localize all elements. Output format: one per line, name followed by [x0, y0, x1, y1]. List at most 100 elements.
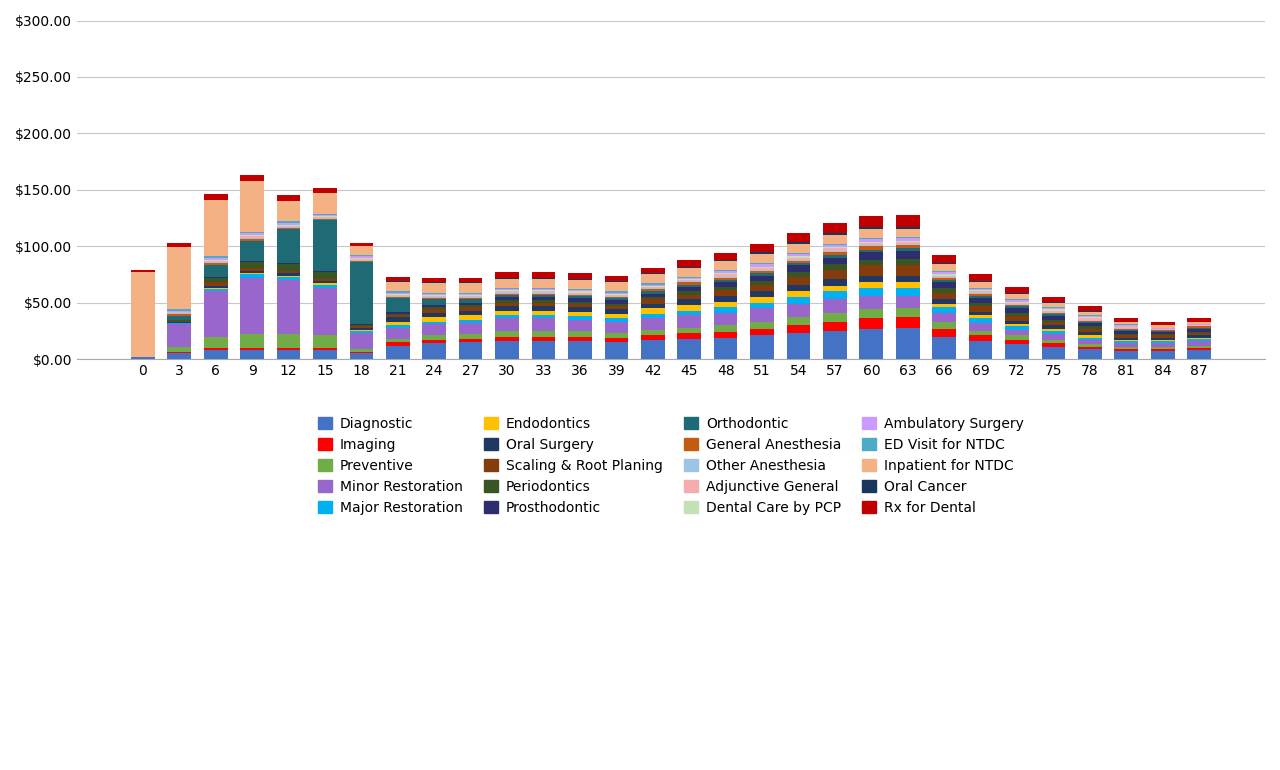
- Bar: [1188, 341, 1211, 346]
- Bar: [1078, 346, 1102, 349]
- Bar: [1042, 331, 1065, 334]
- Bar: [168, 314, 191, 316]
- Bar: [458, 315, 483, 320]
- Bar: [932, 288, 956, 293]
- Bar: [896, 266, 919, 276]
- Bar: [750, 263, 774, 264]
- Bar: [604, 300, 628, 304]
- Bar: [896, 317, 919, 327]
- Bar: [750, 285, 774, 291]
- Bar: [1188, 348, 1211, 350]
- Bar: [604, 338, 628, 342]
- Bar: [314, 193, 337, 213]
- Bar: [241, 350, 264, 359]
- Bar: [241, 334, 264, 348]
- Bar: [823, 322, 847, 331]
- Bar: [495, 315, 518, 319]
- Bar: [823, 331, 847, 359]
- Bar: [204, 288, 228, 289]
- Bar: [1078, 349, 1102, 359]
- Bar: [241, 232, 264, 233]
- Bar: [677, 305, 701, 310]
- Bar: [1078, 319, 1102, 320]
- Bar: [387, 342, 410, 346]
- Bar: [787, 266, 810, 273]
- Bar: [823, 245, 847, 247]
- Bar: [932, 300, 956, 304]
- Bar: [604, 276, 628, 281]
- Bar: [969, 331, 992, 336]
- Bar: [677, 278, 701, 279]
- Bar: [677, 266, 701, 268]
- Bar: [349, 330, 374, 331]
- Bar: [1078, 322, 1102, 323]
- Bar: [349, 331, 374, 333]
- Bar: [314, 285, 337, 288]
- Bar: [932, 278, 956, 280]
- Bar: [932, 322, 956, 329]
- Bar: [641, 308, 664, 314]
- Bar: [1042, 346, 1065, 359]
- Bar: [568, 316, 591, 320]
- Bar: [677, 281, 701, 283]
- Bar: [859, 227, 883, 229]
- Bar: [677, 327, 701, 333]
- Bar: [568, 320, 591, 331]
- Bar: [896, 237, 919, 239]
- Bar: [276, 334, 301, 348]
- Bar: [750, 268, 774, 270]
- Bar: [1005, 340, 1029, 344]
- Bar: [1115, 334, 1138, 336]
- Bar: [276, 225, 301, 226]
- Bar: [1188, 327, 1211, 329]
- Bar: [1115, 324, 1138, 325]
- Bar: [204, 350, 228, 359]
- Bar: [168, 313, 191, 314]
- Bar: [1151, 329, 1175, 330]
- Bar: [714, 307, 737, 313]
- Bar: [823, 279, 847, 286]
- Bar: [314, 281, 337, 283]
- Bar: [314, 288, 337, 336]
- Bar: [531, 341, 556, 359]
- Bar: [495, 293, 518, 295]
- Bar: [387, 281, 410, 283]
- Bar: [1188, 338, 1211, 339]
- Bar: [204, 261, 228, 262]
- Bar: [787, 263, 810, 266]
- Bar: [422, 336, 445, 340]
- Bar: [1005, 287, 1029, 293]
- Bar: [604, 295, 628, 296]
- Bar: [1115, 327, 1138, 329]
- Bar: [387, 296, 410, 297]
- Bar: [495, 295, 518, 297]
- Bar: [349, 327, 374, 330]
- Bar: [241, 274, 264, 278]
- Bar: [458, 300, 483, 303]
- Bar: [349, 324, 374, 325]
- Bar: [422, 296, 445, 297]
- Bar: [531, 306, 556, 310]
- Bar: [714, 338, 737, 359]
- Bar: [495, 319, 518, 331]
- Bar: [1078, 329, 1102, 332]
- Bar: [1115, 336, 1138, 338]
- Bar: [677, 315, 701, 327]
- Bar: [677, 310, 701, 315]
- Bar: [823, 233, 847, 235]
- Bar: [750, 271, 774, 273]
- Bar: [349, 243, 374, 246]
- Bar: [531, 300, 556, 303]
- Bar: [276, 223, 301, 225]
- Bar: [314, 219, 337, 220]
- Bar: [932, 280, 956, 283]
- Bar: [787, 256, 810, 257]
- Bar: [568, 293, 591, 295]
- Bar: [241, 273, 264, 274]
- Bar: [750, 270, 774, 271]
- Bar: [1042, 308, 1065, 310]
- Bar: [641, 285, 664, 286]
- Bar: [641, 336, 664, 340]
- Bar: [1005, 316, 1029, 321]
- Bar: [568, 331, 591, 336]
